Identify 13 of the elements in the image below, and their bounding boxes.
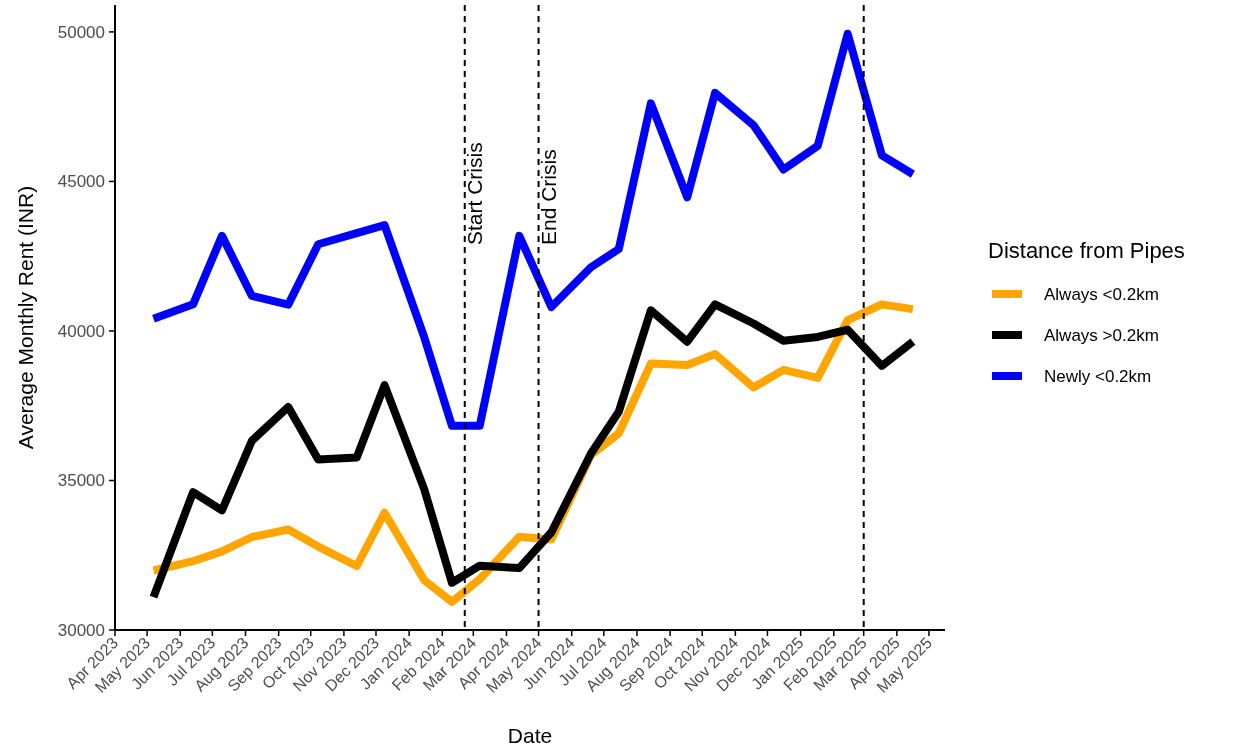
y-axis-title: Average Monthly Rent (INR) <box>14 185 37 450</box>
legend-label: Always >0.2km <box>1044 325 1159 345</box>
x-axis-title: Date <box>507 724 553 747</box>
y-tick-label: 35000 <box>57 471 105 491</box>
legend-label: Newly <0.2km <box>1044 366 1152 386</box>
legend-title: Distance from Pipes <box>988 238 1185 263</box>
y-tick-label: 40000 <box>57 321 105 341</box>
ref-line-label: End Crisis <box>536 149 560 245</box>
ref-line-label: Start Crisis <box>462 142 486 245</box>
y-tick-label: 30000 <box>57 620 105 640</box>
y-tick-label: 50000 <box>57 22 105 42</box>
legend-label: Always <0.2km <box>1044 284 1159 304</box>
y-tick-label: 45000 <box>57 172 105 192</box>
